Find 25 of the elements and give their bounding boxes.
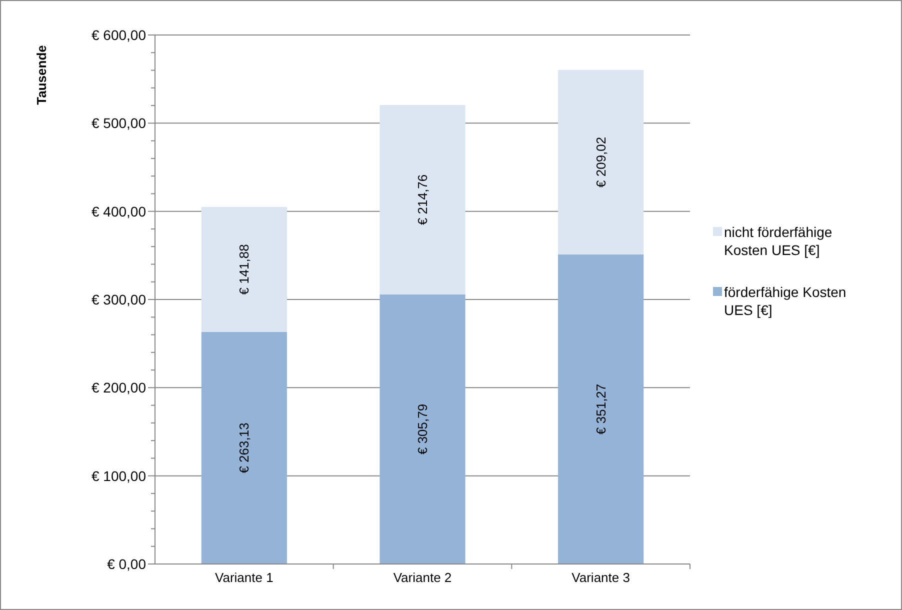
legend-label: förderfähige Kosten UES [€]: [724, 284, 846, 318]
y-tick-label: € 600,00: [92, 27, 146, 43]
y-tick-label: € 0,00: [107, 556, 146, 572]
bar: [201, 206, 287, 332]
data-label: € 305,79: [415, 404, 430, 454]
x-tick-label: Variante 2: [393, 570, 452, 585]
data-label: € 141,88: [236, 244, 252, 295]
bar: [558, 70, 644, 254]
data-label: € 214,76: [415, 174, 430, 226]
bar: [380, 105, 466, 294]
y-axis-title: Tausende: [34, 45, 49, 105]
legend-label: nicht förderfähige Kosten UES [€]: [724, 224, 832, 258]
bar: [380, 294, 466, 564]
y-tick-label: € 500,00: [92, 115, 146, 132]
bar: [558, 254, 644, 564]
y-tick-label: € 300,00: [92, 292, 146, 308]
y-tick-label: € 200,00: [92, 380, 146, 396]
x-tick-label: Variante 1: [215, 570, 274, 585]
data-label: € 209,02: [593, 136, 608, 188]
bar: [201, 332, 287, 564]
data-label: € 351,27: [593, 384, 608, 434]
data-label: € 263,13: [236, 422, 252, 474]
y-tick-label: € 400,00: [92, 203, 146, 220]
y-tick-label: € 100,00: [92, 468, 146, 484]
x-tick-label: Variante 3: [572, 570, 630, 585]
